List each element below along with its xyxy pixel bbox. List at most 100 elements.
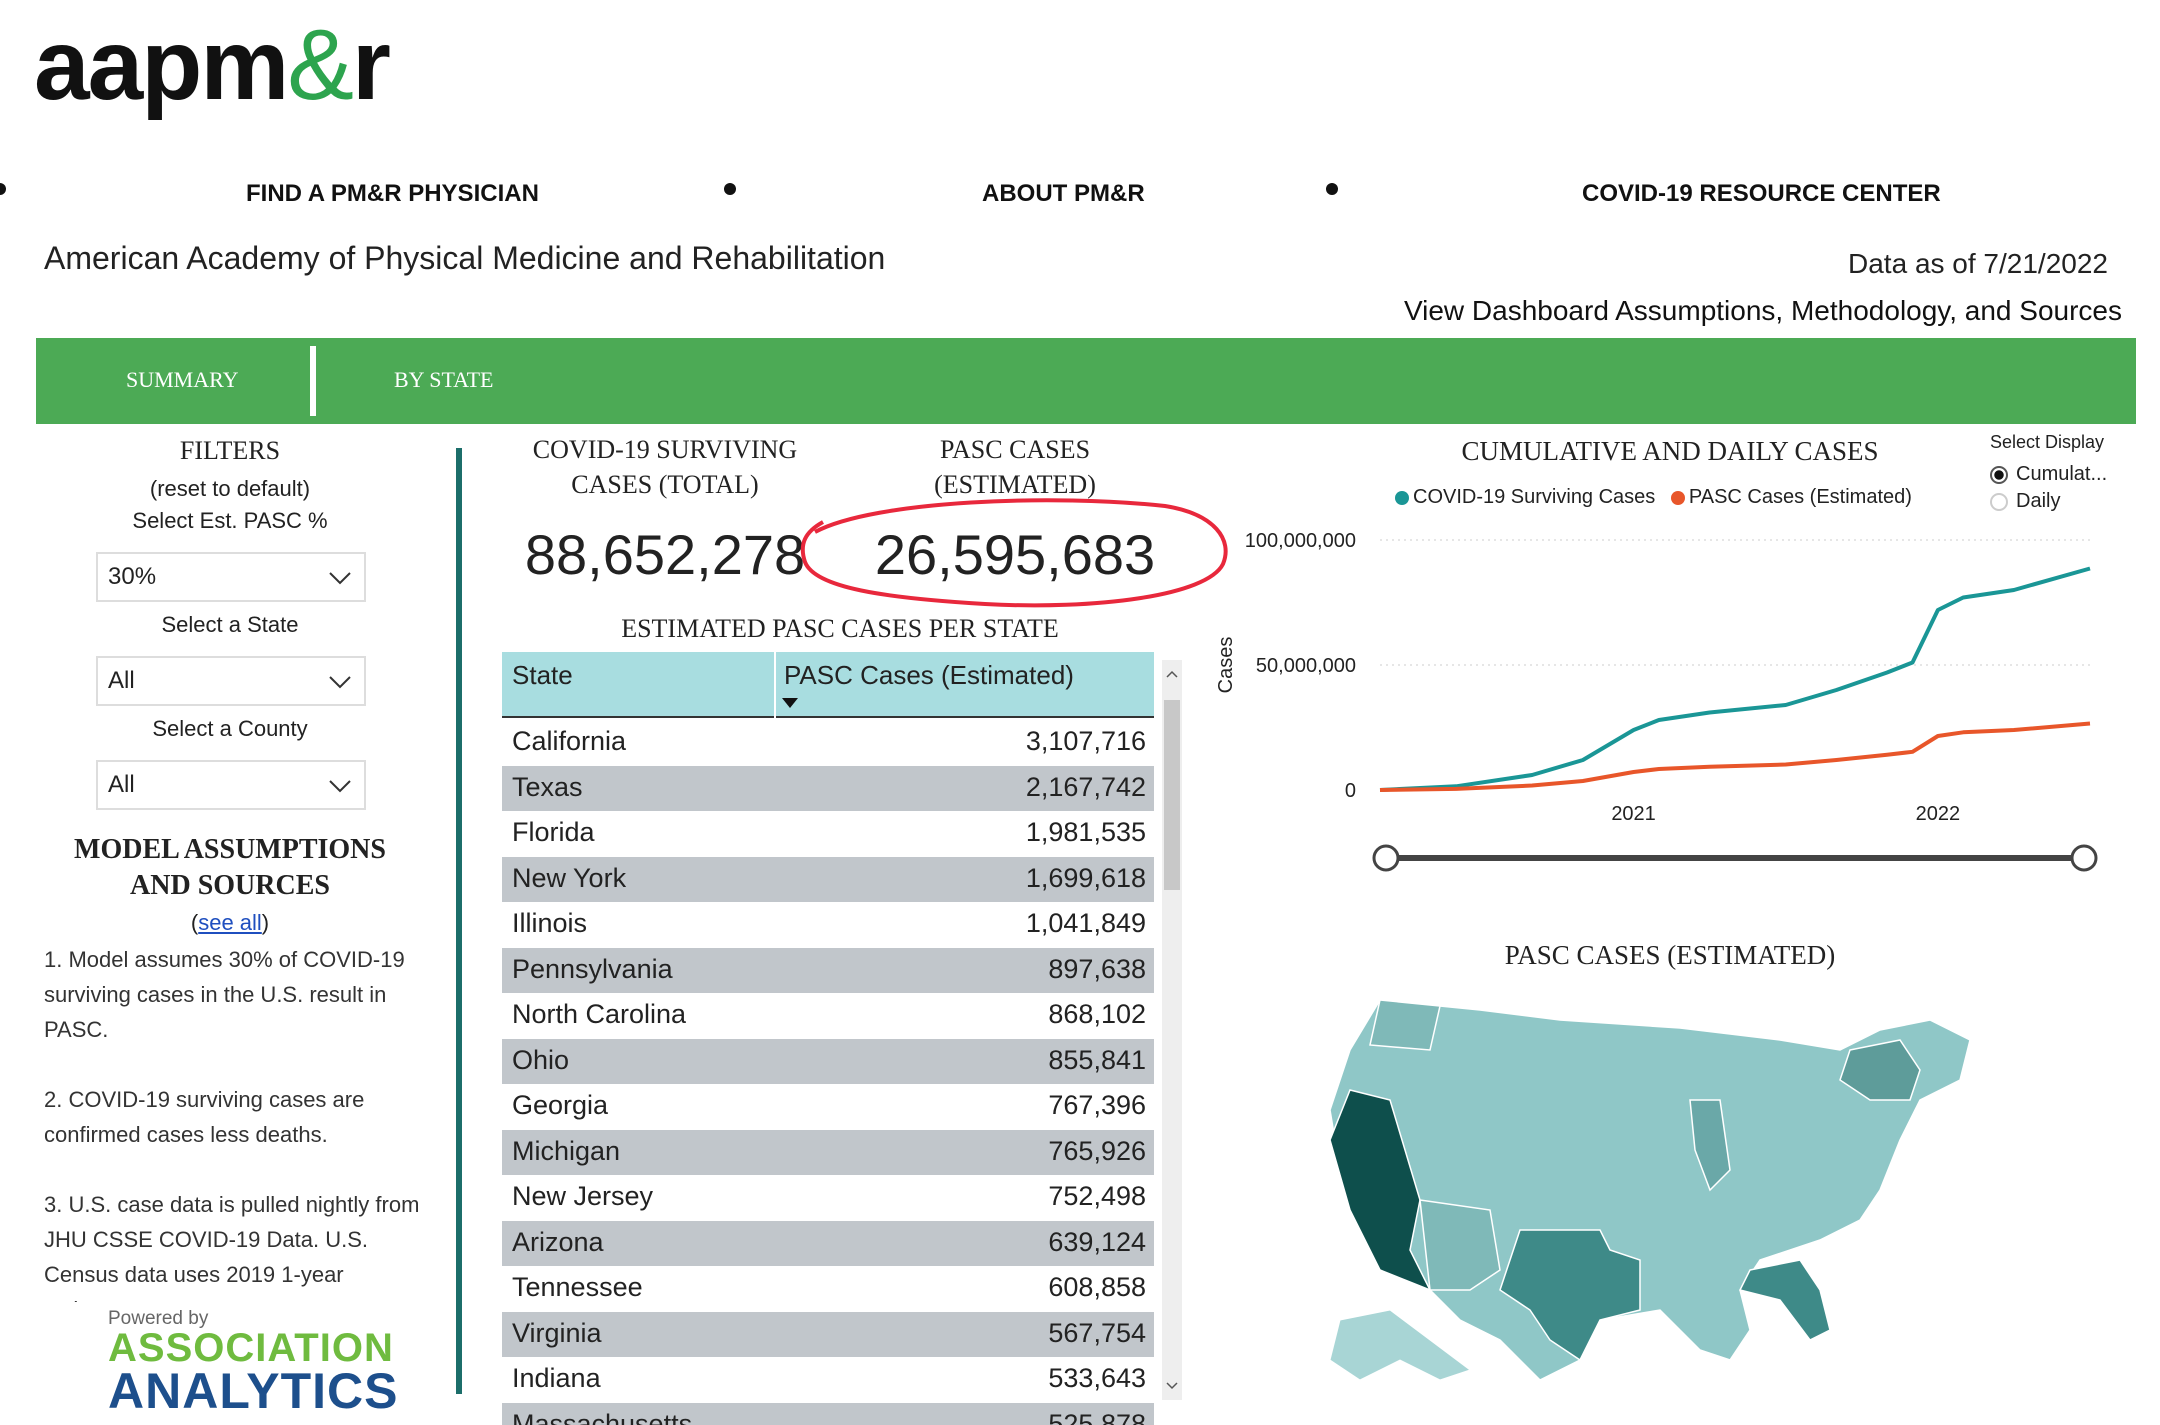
pasc-value-cell: 3,107,716 — [1025, 726, 1146, 756]
state-texas[interactable] — [1499, 1229, 1641, 1362]
radio-cumulative[interactable]: Cumulat... — [1990, 463, 2107, 486]
state-illinois[interactable] — [1689, 1099, 1731, 1192]
logo-text-right: r — [351, 9, 391, 121]
state-name-cell: Arizona — [512, 1226, 604, 1257]
scroll-up-icon[interactable] — [1162, 664, 1182, 684]
column-header-state[interactable]: State — [512, 660, 573, 690]
pasc-value-cell: 765,926 — [1048, 1135, 1146, 1166]
tab-divider — [310, 346, 316, 416]
pasc-value-cell: 1,699,618 — [1025, 862, 1146, 893]
state-florida[interactable] — [1738, 1259, 1831, 1341]
date-range-end-handle[interactable] — [2070, 844, 2098, 872]
table-row[interactable]: Georgia 767,396 — [502, 1084, 1154, 1130]
county-filter-label: Select a County — [152, 716, 308, 741]
pasc-label-line2: (ESTIMATED) — [934, 470, 1096, 499]
surviving-label-line2: CASES (TOTAL) — [571, 470, 759, 499]
pasc-value-cell: 639,124 — [1048, 1226, 1146, 1257]
y-tick-label: 50,000,000 — [1256, 655, 1356, 677]
y-axis-label: Cases — [1215, 637, 1237, 694]
state-dropdown[interactable]: All — [96, 656, 366, 706]
association-analytics-logo-line1[interactable]: ASSOCIATION — [108, 1326, 394, 1370]
legend-surviving-label: COVID-19 Surviving Cases — [1413, 486, 1656, 508]
view-dashboard-link[interactable]: View Dashboard Assumptions, Methodology,… — [1403, 295, 2122, 326]
pasc-value-cell: 2,167,742 — [1025, 771, 1146, 802]
nav-covid-resource-center[interactable]: COVID-19 RESOURCE CENTER — [1582, 180, 1941, 207]
radio-daily[interactable]: Daily — [1990, 490, 2107, 513]
date-range-start-handle[interactable] — [1372, 844, 1400, 872]
table-row[interactable]: New York 1,699,618 — [502, 856, 1154, 902]
nav-bullet — [0, 183, 6, 195]
county-dropdown[interactable]: All — [96, 760, 366, 810]
aapmr-logo[interactable]: aapm&r — [34, 0, 391, 130]
cases-line-chart: 0 50,000,000 100,000,000 2021 2022 Cases — [1215, 530, 2098, 872]
table-row[interactable]: North Carolina 868,102 — [502, 993, 1154, 1039]
scrollbar-thumb[interactable] — [1164, 700, 1180, 890]
pasc-cases-value: 26,595,683 — [850, 522, 1180, 587]
org-name: American Academy of Physical Medicine an… — [44, 240, 886, 276]
table-row[interactable]: Indiana 533,643 — [502, 1357, 1154, 1403]
nav-find-physician[interactable]: FIND A PM&R PHYSICIAN — [246, 180, 539, 207]
assumption-item: 3. U.S. case data is pulled nightly from… — [44, 1192, 420, 1302]
pasc-percent-value: 30% — [108, 563, 157, 590]
pasc-value-cell: 1,041,849 — [1025, 908, 1146, 938]
pasc-value-cell: 855,841 — [1048, 1044, 1146, 1075]
chevron-down-icon — [329, 676, 351, 689]
legend-teal-dot — [1395, 490, 1409, 505]
state-new-york[interactable] — [1839, 1039, 1921, 1101]
chevron-down-icon — [329, 780, 351, 793]
assumption-item: 2. COVID-19 surviving cases are confirme… — [44, 1087, 365, 1147]
table-row[interactable]: Florida 1,981,535 — [502, 811, 1154, 857]
state-arizona[interactable] — [1419, 1199, 1501, 1291]
state-name-cell: Ohio — [512, 1044, 570, 1075]
state-filter-label: Select a State — [161, 612, 299, 637]
table-row[interactable]: New Jersey 752,498 — [502, 1175, 1154, 1221]
county-dropdown-value: All — [108, 771, 135, 798]
pasc-value-cell: 567,754 — [1048, 1317, 1146, 1348]
tab-summary[interactable]: SUMMARY — [126, 367, 239, 392]
state-dropdown-value: All — [108, 667, 135, 694]
pasc-percent-dropdown[interactable]: 30% — [96, 552, 366, 602]
filters-title: FILTERS — [179, 436, 281, 465]
pasc-value-cell: 767,396 — [1048, 1090, 1146, 1120]
table-row[interactable]: Illinois 1,041,849 — [502, 902, 1154, 948]
table-row[interactable]: Texas 2,167,742 — [502, 765, 1154, 811]
see-all-close-paren: ) — [261, 910, 270, 935]
radio-selected-icon[interactable] — [1990, 466, 2008, 485]
column-header-pasc-cases[interactable]: PASC Cases (Estimated) — [784, 660, 1074, 690]
state-name-cell: Texas — [512, 771, 583, 802]
powered-by-label: Powered by — [108, 1308, 209, 1329]
table-row[interactable]: Virginia 567,754 — [502, 1311, 1154, 1357]
tab-by-state[interactable]: BY STATE — [394, 367, 494, 392]
nav-about-pmr[interactable]: ABOUT PM&R — [982, 180, 1145, 207]
y-tick-label: 100,000,000 — [1245, 530, 1356, 552]
scroll-down-icon[interactable] — [1162, 1376, 1182, 1396]
display-selector: Select Display Cumulat... Daily — [1990, 432, 2107, 513]
radio-unselected-icon[interactable] — [1990, 493, 2008, 512]
model-title-line2: AND SOURCES — [130, 870, 330, 901]
pasc-value-cell: 752,498 — [1048, 1181, 1146, 1211]
association-analytics-logo-line2[interactable]: ANALYTICS — [108, 1363, 399, 1419]
state-name-cell: North Carolina — [512, 999, 687, 1029]
table-row[interactable]: Arizona 639,124 — [502, 1220, 1154, 1266]
surviving-cases-label: COVID-19 SURVIVING CASES (TOTAL) — [490, 432, 840, 502]
display-selector-label: Select Display — [1990, 432, 2105, 452]
surviving-cases-value: 88,652,278 — [524, 523, 806, 586]
state-washington[interactable] — [1369, 999, 1441, 1051]
logo-text-left: aapm — [34, 9, 289, 121]
table-row[interactable]: California 3,107,716 — [502, 720, 1154, 766]
model-title-line1: MODEL ASSUMPTIONS — [74, 834, 386, 865]
sort-descending-icon[interactable] — [782, 698, 798, 708]
table-row[interactable]: Pennsylvania 897,638 — [502, 947, 1154, 993]
state-name-cell: Pennsylvania — [512, 953, 673, 984]
reset-filters-link[interactable]: (reset to default) — [149, 476, 311, 501]
see-all-link[interactable]: see all — [198, 910, 262, 935]
table-row[interactable]: Ohio 855,841 — [502, 1038, 1154, 1084]
state-alaska[interactable] — [1329, 1309, 1472, 1381]
state-name-cell: Massachusetts — [512, 1408, 693, 1425]
table-row[interactable]: Tennessee 608,858 — [502, 1266, 1154, 1312]
us-choropleth-map[interactable] — [1320, 990, 2020, 1410]
table-row[interactable]: Massachusetts 525,878 — [502, 1402, 1154, 1425]
table-title: ESTIMATED PASC CASES PER STATE — [621, 614, 1059, 643]
legend-pasc-label: PASC Cases (Estimated) — [1688, 486, 1912, 508]
table-row[interactable]: Michigan 765,926 — [502, 1129, 1154, 1175]
